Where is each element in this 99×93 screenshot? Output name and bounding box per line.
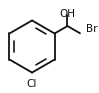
Text: Cl: Cl bbox=[27, 79, 37, 89]
Text: OH: OH bbox=[59, 9, 75, 19]
Text: Br: Br bbox=[86, 24, 97, 34]
